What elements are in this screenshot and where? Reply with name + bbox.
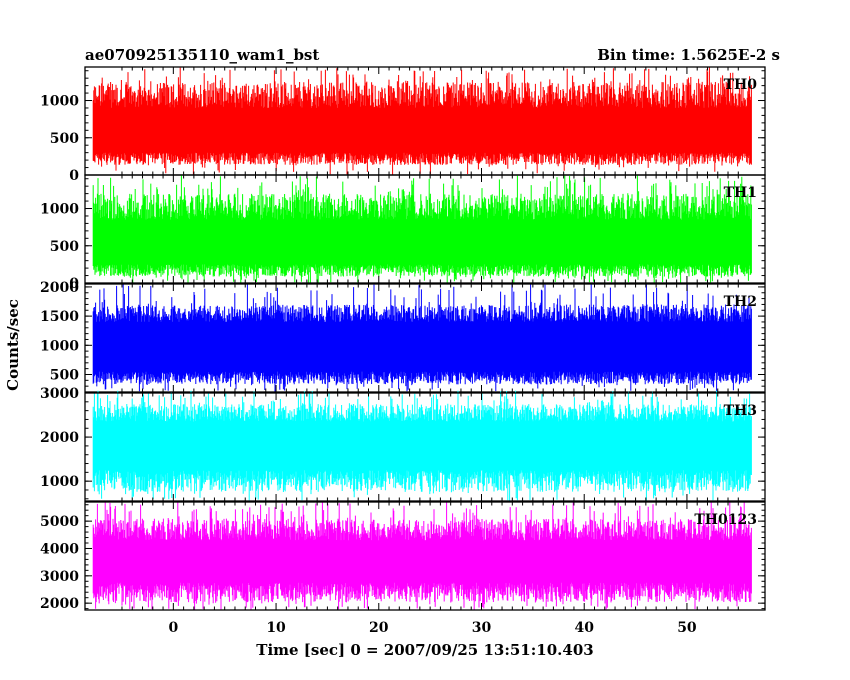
panel-frame <box>84 283 766 393</box>
y-tick-label: 1500 <box>40 309 79 325</box>
series-th0 <box>92 67 752 175</box>
y-tick-label: 3000 <box>40 569 79 585</box>
y-tick-label: 3000 <box>40 386 79 402</box>
panel-th2: 500 1000 1500 2000 TH2 <box>40 280 766 393</box>
y-tick-label: 500 <box>50 367 79 383</box>
panel-frame <box>84 501 766 611</box>
panels: 05001000TH005001000TH1500100015002000TH2… <box>40 66 766 636</box>
y-tick-label: 0 <box>69 276 79 292</box>
y-tick-label: 2000 <box>40 596 79 612</box>
y-tick-label: 1000 <box>40 474 79 490</box>
chart-title-right: Bin time: 1.5625E-2 s <box>597 46 780 64</box>
panel-frame <box>84 174 766 284</box>
x-tick-label: 0 <box>168 620 178 636</box>
x-tick-label: 20 <box>369 620 389 636</box>
y-tick-label: 500 <box>50 239 79 255</box>
y-tick-label: 500 <box>50 131 79 147</box>
x-axis-label: Time [sec] 0 = 2007/09/25 13:51:10.403 <box>256 641 593 659</box>
y-tick-label: 2000 <box>40 280 79 296</box>
x-tick-label: 40 <box>574 620 594 636</box>
series-th3 <box>92 390 752 501</box>
y-tick-label: 5000 <box>40 514 79 530</box>
panel-th0: 0 500 1000 TH0 <box>40 66 766 184</box>
y-tick-label: 1000 <box>40 338 79 354</box>
panel-label: TH2 <box>724 294 757 310</box>
panel-label: TH0123 <box>694 512 757 528</box>
y-tick-label: 1000 <box>40 94 79 110</box>
x-tick-label: 50 <box>677 620 697 636</box>
panel-label: TH3 <box>724 403 757 419</box>
y-tick-label: 2000 <box>40 430 79 446</box>
panel-th3: 1000 2000 3000 TH3 <box>40 386 766 502</box>
panel-frame <box>84 392 766 502</box>
panel-th1: 0 500 1000 TH1 <box>40 174 766 292</box>
chart-title-left: ae070925135110_wam1_bst <box>85 46 319 64</box>
y-tick-label: 0 <box>69 168 79 184</box>
panel-label: TH0 <box>724 77 758 93</box>
panel-label: TH1 <box>724 185 757 201</box>
series-th0123 <box>92 502 752 610</box>
y-tick-label: 4000 <box>40 541 79 557</box>
series-th1 <box>92 175 752 283</box>
y-tick-label: 1000 <box>40 202 79 218</box>
x-tick-label: 10 <box>266 620 286 636</box>
x-tick-label: 30 <box>472 620 492 636</box>
panel-th0123: 2000 3000 4000 5000 TH0123 <box>40 501 766 612</box>
y-axis-label: Counts/sec <box>4 299 22 391</box>
series-th2 <box>92 284 752 392</box>
